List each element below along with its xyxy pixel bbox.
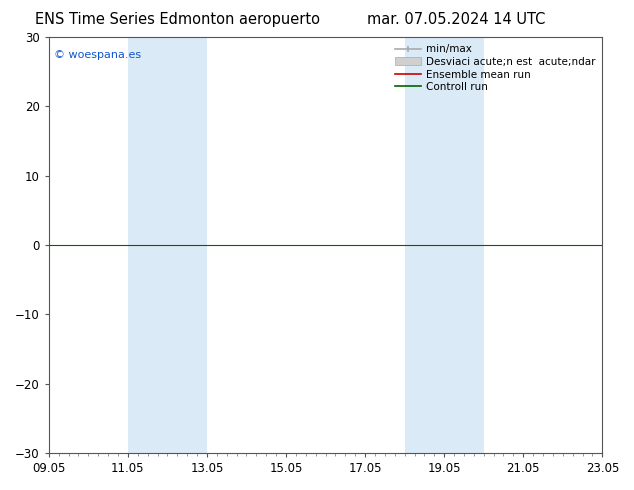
Title: ENS Time Series Edmonton aeropuerto    mar. 07.05.2024 14 UTC: ENS Time Series Edmonton aeropuerto mar.… <box>0 489 1 490</box>
Legend: min/max, Desviaci acute;n est  acute;ndar, Ensemble mean run, Controll run: min/max, Desviaci acute;n est acute;ndar… <box>393 42 597 95</box>
Bar <box>128 37 207 453</box>
Text: © woespana.es: © woespana.es <box>55 49 141 60</box>
Bar <box>404 37 484 453</box>
Text: ENS Time Series Edmonton aeropuerto: ENS Time Series Edmonton aeropuerto <box>35 12 320 27</box>
Text: mar. 07.05.2024 14 UTC: mar. 07.05.2024 14 UTC <box>367 12 546 27</box>
